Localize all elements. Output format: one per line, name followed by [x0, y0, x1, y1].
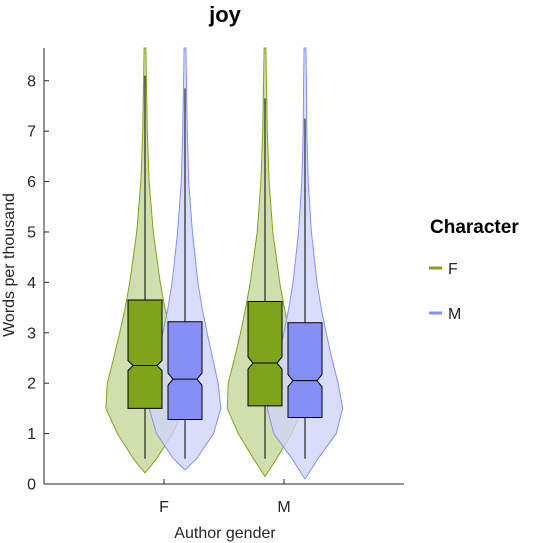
y-tick-label: 7	[27, 124, 36, 141]
y-tick-label: 1	[27, 426, 36, 443]
box-m-f	[167, 321, 203, 420]
y-tick-label: 5	[27, 224, 36, 241]
legend-label-f: F	[448, 261, 458, 278]
legend-title: Character	[430, 217, 519, 238]
y-tick-label: 6	[27, 174, 36, 191]
box-f-m	[247, 301, 283, 407]
box-f-f	[127, 299, 163, 409]
y-tick-label: 3	[27, 325, 36, 342]
plot-area	[105, 47, 344, 480]
box-m-m	[287, 322, 323, 418]
y-axis-label: Words per thousand	[1, 193, 18, 337]
y-tick-label: 2	[27, 376, 36, 393]
y-tick-label: 4	[27, 275, 36, 292]
y-tick-label: 8	[27, 73, 36, 90]
legend-label-m: M	[448, 306, 461, 323]
y-axis: 0 1 2 3 4 5 6 7 8	[27, 48, 49, 494]
x-axis-label: Author gender	[174, 525, 276, 542]
chart-title: joy	[208, 2, 242, 27]
box-layer	[127, 75, 323, 459]
legend: Character F M	[429, 217, 519, 323]
y-tick-label: 0	[27, 477, 36, 494]
x-tick-label: M	[277, 499, 290, 516]
x-tick-label: F	[159, 499, 169, 516]
